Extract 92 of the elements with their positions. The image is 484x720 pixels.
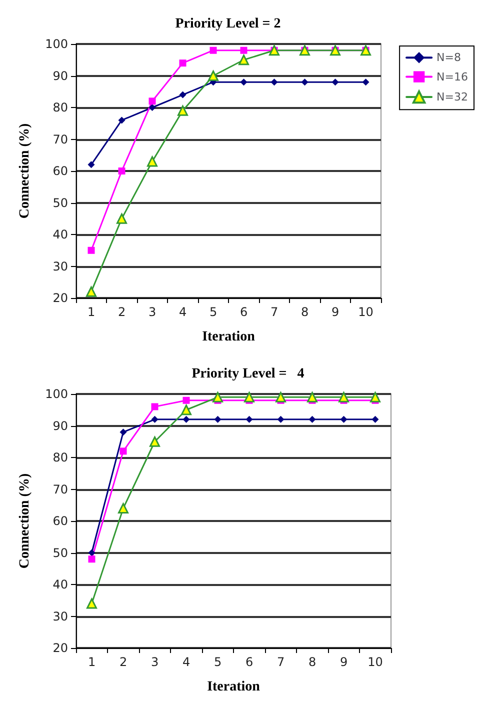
x-tick-label: 2: [119, 655, 128, 669]
y-tick-label: 90: [52, 418, 68, 433]
point: [301, 78, 308, 86]
y-tick-label: 50: [52, 546, 68, 560]
x-tick-label: 8: [300, 305, 309, 319]
x-tick-label: 7: [276, 655, 285, 669]
point: [178, 105, 188, 116]
x-tick-label: 5: [209, 305, 218, 319]
x-tick-label: 1: [88, 655, 96, 669]
y-tick-label: 90: [52, 68, 68, 83]
x-axis-title: Iteration: [202, 330, 256, 344]
x-tick-label: 10: [358, 305, 374, 319]
point: [88, 246, 95, 254]
point: [118, 503, 128, 514]
point: [179, 91, 186, 98]
y-tick-label: 20: [52, 291, 68, 305]
y-tick-label: 80: [52, 450, 68, 464]
y-tick-label: 30: [52, 259, 68, 274]
point: [179, 60, 186, 67]
point: [210, 46, 217, 54]
point: [120, 448, 127, 455]
y-tick-label: 40: [52, 228, 68, 242]
point: [181, 404, 192, 416]
point: [214, 416, 222, 423]
point: [246, 416, 253, 423]
point: [120, 428, 127, 436]
point: [270, 78, 278, 86]
point: [332, 78, 339, 86]
x-tick-label: 9: [340, 655, 348, 669]
x-tick-label: 10: [368, 655, 383, 669]
x-tick-label: 2: [118, 305, 126, 319]
point: [116, 213, 127, 224]
x-tick-label: 4: [182, 655, 190, 669]
point: [238, 54, 249, 66]
y-tick-label: 100: [45, 37, 68, 51]
point: [88, 556, 96, 563]
y-tick-label: 60: [52, 164, 68, 178]
legend-label: N=16: [436, 70, 468, 84]
point: [182, 396, 190, 404]
point: [276, 392, 286, 402]
point: [147, 156, 158, 167]
point: [148, 104, 156, 111]
point: [118, 168, 126, 174]
y-axis-title: Connection (%): [18, 123, 32, 219]
point: [338, 392, 349, 402]
x-tick-label: 9: [331, 305, 340, 319]
point: [370, 392, 380, 402]
y-tick-label: 30: [52, 609, 68, 624]
y-axis-title: Connection (%): [18, 473, 32, 569]
point: [182, 416, 190, 423]
x-tick-label: 4: [178, 305, 187, 319]
y-tick-label: 80: [52, 100, 68, 114]
x-tick-label: 6: [245, 655, 254, 669]
point: [151, 403, 158, 410]
point: [208, 70, 218, 81]
y-tick-label: 50: [52, 196, 68, 210]
point: [340, 416, 348, 423]
x-tick-label: 3: [150, 655, 159, 669]
point: [244, 392, 254, 402]
point: [307, 392, 318, 402]
chart-title: Priority Level = 2: [175, 16, 281, 32]
y-tick-label: 70: [52, 132, 68, 146]
x-tick-label: 8: [308, 655, 316, 669]
point: [148, 98, 156, 105]
x-tick-label: 1: [87, 305, 96, 319]
x-axis-title: Iteration: [207, 680, 260, 694]
point: [362, 78, 370, 86]
point: [150, 436, 160, 447]
x-tick-label: 7: [270, 305, 278, 319]
point: [240, 46, 248, 54]
point: [86, 598, 97, 609]
point: [372, 416, 379, 423]
x-tick-label: 3: [148, 305, 156, 319]
point: [240, 78, 248, 86]
y-tick-label: 60: [52, 514, 68, 528]
point: [118, 116, 126, 124]
y-tick-label: 40: [52, 578, 68, 592]
point: [308, 416, 316, 423]
point: [151, 416, 158, 423]
legend-label: N=8: [436, 51, 462, 64]
y-tick-label: 100: [45, 387, 68, 401]
legend-label: N=32: [436, 90, 468, 104]
point: [277, 416, 284, 423]
point: [88, 161, 95, 168]
point: [88, 549, 96, 556]
chart-title: Priority Level = 4: [192, 366, 304, 382]
point: [86, 286, 96, 297]
x-tick-label: 6: [240, 305, 248, 319]
y-tick-label: 20: [52, 641, 68, 655]
x-tick-label: 5: [214, 655, 222, 669]
point: [212, 392, 223, 402]
y-tick-label: 70: [52, 482, 68, 496]
